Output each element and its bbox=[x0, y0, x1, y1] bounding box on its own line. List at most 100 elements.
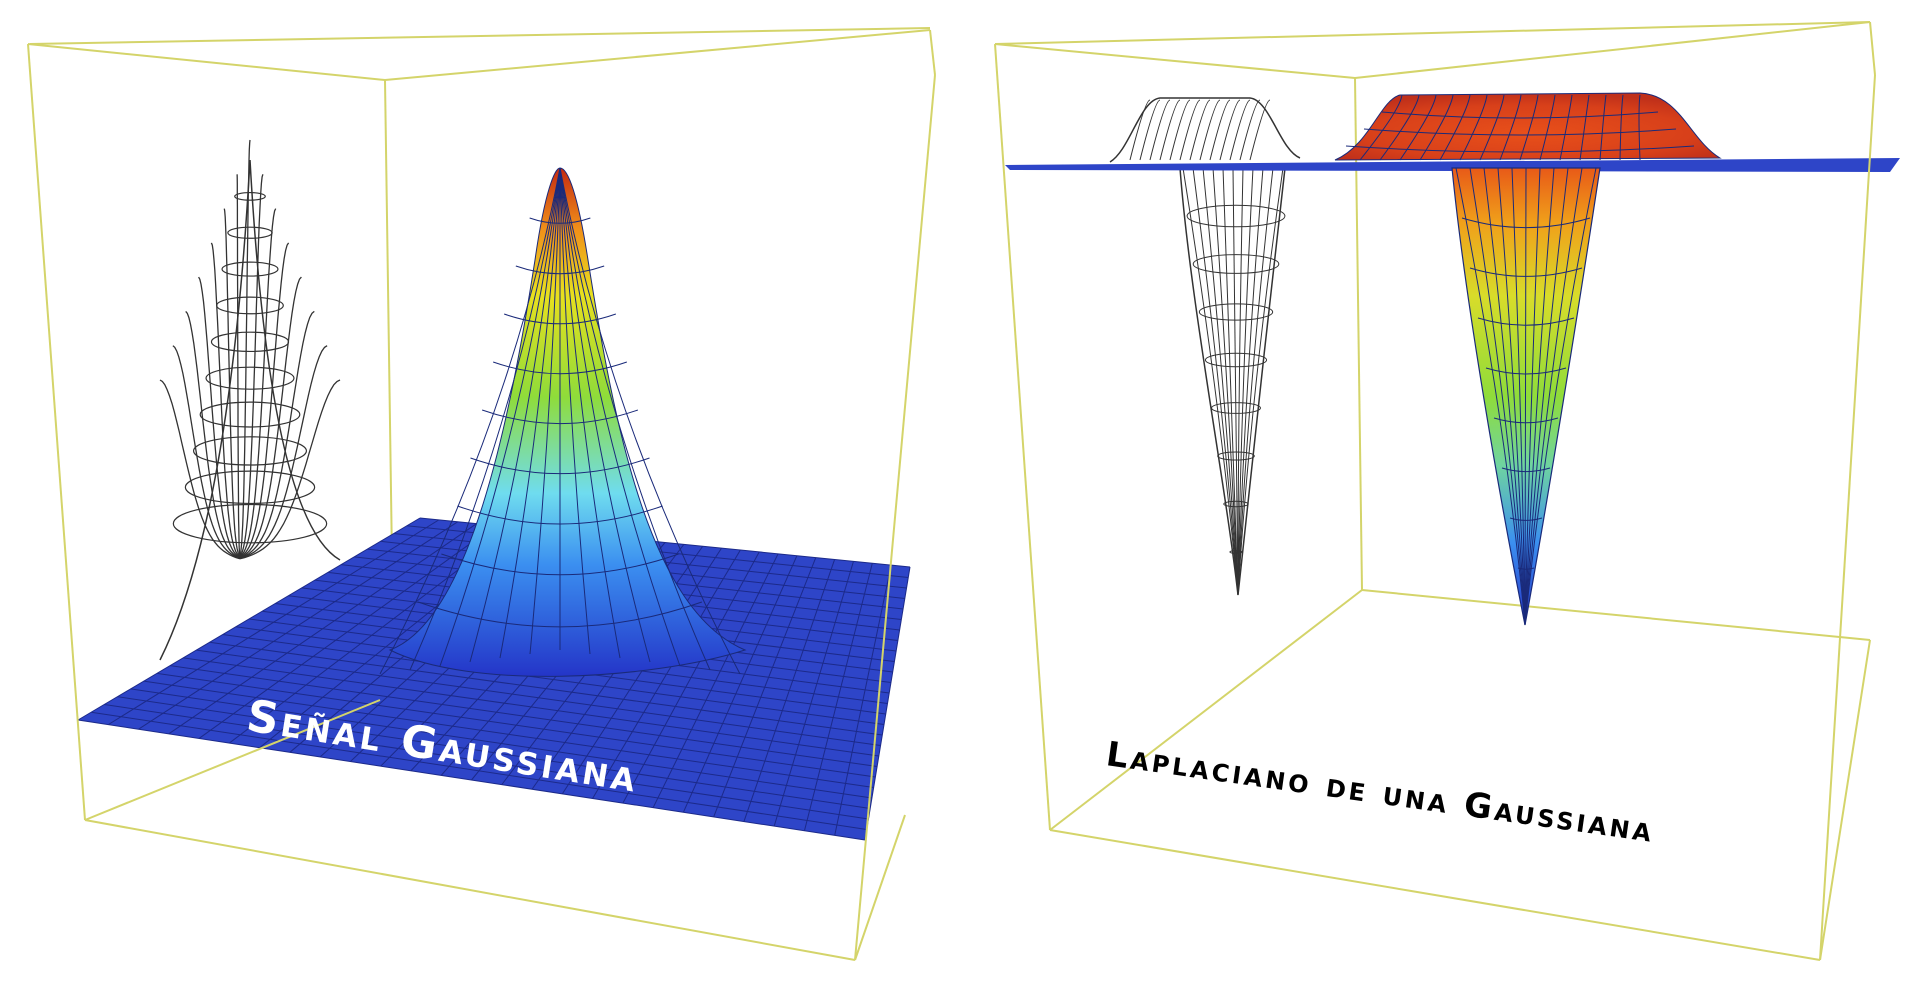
surface-meridian bbox=[379, 167, 561, 675]
right-wireframe-projection bbox=[1109, 97, 1301, 596]
wire-line bbox=[239, 310, 315, 559]
wire-line bbox=[210, 242, 241, 559]
spike-meridian bbox=[1497, 167, 1526, 626]
wire-ring bbox=[205, 366, 295, 390]
surface-ring bbox=[493, 361, 627, 375]
wire-line bbox=[1237, 167, 1284, 596]
box-edge bbox=[84, 699, 381, 821]
spike-ring bbox=[1517, 567, 1535, 570]
spike-meridian bbox=[1524, 167, 1541, 626]
rim-meridian bbox=[1419, 94, 1454, 161]
spike-meridian bbox=[1524, 167, 1527, 626]
wire-line bbox=[198, 276, 241, 559]
grid-line bbox=[592, 549, 741, 799]
grid-line bbox=[743, 559, 836, 822]
box-edge bbox=[1819, 74, 1876, 961]
wire-ring bbox=[1198, 303, 1274, 321]
wire-line bbox=[185, 310, 241, 559]
base-plane bbox=[78, 518, 910, 840]
wire-line bbox=[236, 174, 241, 558]
grid-line bbox=[864, 566, 911, 841]
wire-ring bbox=[184, 470, 316, 505]
box-edge bbox=[29, 27, 931, 45]
wire-line bbox=[1237, 167, 1244, 596]
base-plane bbox=[1005, 158, 1900, 172]
laplacian-surface bbox=[1005, 92, 1900, 626]
wire-line bbox=[239, 242, 290, 559]
wire-ring bbox=[1192, 254, 1280, 274]
wire-line bbox=[159, 379, 241, 560]
box-edge bbox=[854, 814, 906, 961]
rim-ring bbox=[1381, 111, 1659, 119]
wire-ring bbox=[221, 261, 279, 277]
surface-ring bbox=[441, 553, 679, 576]
box-edge bbox=[1049, 829, 1821, 961]
rim-meridian bbox=[1539, 94, 1556, 161]
wire-line bbox=[1212, 167, 1239, 596]
wire-line bbox=[1232, 167, 1239, 596]
rim-meridian bbox=[1638, 94, 1641, 161]
box-edge bbox=[384, 29, 931, 81]
grid-line bbox=[77, 719, 866, 841]
wire-rim bbox=[1109, 97, 1301, 163]
wire-ring bbox=[192, 436, 308, 466]
box-edge bbox=[994, 43, 1051, 831]
wire-line bbox=[1199, 99, 1221, 161]
surface-ring bbox=[470, 457, 650, 475]
wire-line bbox=[1237, 167, 1274, 596]
surface-ring bbox=[481, 409, 639, 425]
box-edge bbox=[84, 819, 856, 961]
wire-line bbox=[223, 208, 241, 558]
grid-line bbox=[834, 565, 892, 836]
grid-line bbox=[143, 680, 874, 788]
wire-line bbox=[1237, 167, 1264, 596]
box-edge bbox=[1354, 21, 1871, 79]
wire-ring bbox=[1217, 451, 1255, 461]
surface-ring bbox=[529, 217, 591, 224]
wire-line bbox=[1182, 167, 1239, 596]
wire-ring bbox=[1204, 352, 1268, 368]
box-edge bbox=[854, 74, 936, 961]
wire-line bbox=[1169, 99, 1191, 161]
grid-line bbox=[156, 672, 876, 778]
spike-ring bbox=[1493, 417, 1559, 424]
box-edge bbox=[994, 21, 1871, 45]
left-wireframe-projection bbox=[159, 139, 341, 661]
grid-line bbox=[117, 696, 871, 809]
wire-line bbox=[1139, 99, 1161, 161]
grid-line bbox=[183, 657, 879, 757]
wire-line bbox=[1237, 167, 1254, 596]
surface-meridian bbox=[559, 167, 621, 659]
grid-line bbox=[104, 703, 869, 820]
grid-line bbox=[622, 551, 760, 804]
wire-ring bbox=[227, 226, 273, 239]
wire-ring bbox=[1211, 402, 1261, 414]
spike-ring bbox=[1477, 317, 1575, 326]
wire-line bbox=[172, 345, 241, 560]
grid-line bbox=[713, 557, 817, 818]
laplacian-panel: Laplaciano de una Gaussiana bbox=[994, 21, 1900, 961]
spike-ring bbox=[1469, 267, 1583, 277]
box-edge bbox=[27, 43, 386, 81]
box-edge bbox=[929, 29, 936, 76]
surface-ring bbox=[503, 313, 617, 325]
rim-meridian bbox=[1359, 94, 1403, 161]
surface-ring bbox=[417, 601, 703, 628]
wire-line bbox=[1202, 167, 1239, 596]
spike-ring bbox=[1501, 467, 1551, 473]
wire-line bbox=[239, 379, 341, 560]
surface-ring bbox=[515, 265, 605, 275]
surface-meridian bbox=[499, 167, 561, 659]
spike-meridian bbox=[1524, 167, 1555, 626]
box-edge bbox=[1361, 589, 1871, 641]
wire-line bbox=[239, 208, 277, 558]
surface-meridian bbox=[559, 167, 591, 655]
right-bounding-box-front bbox=[994, 21, 1876, 961]
box-edge bbox=[27, 43, 86, 821]
surface-meridian bbox=[559, 167, 741, 675]
rim-meridian bbox=[1479, 94, 1505, 161]
surface-meridian bbox=[469, 167, 561, 663]
wire-ring bbox=[1186, 204, 1286, 228]
box-edge bbox=[1049, 589, 1363, 831]
wire-line bbox=[239, 174, 264, 558]
